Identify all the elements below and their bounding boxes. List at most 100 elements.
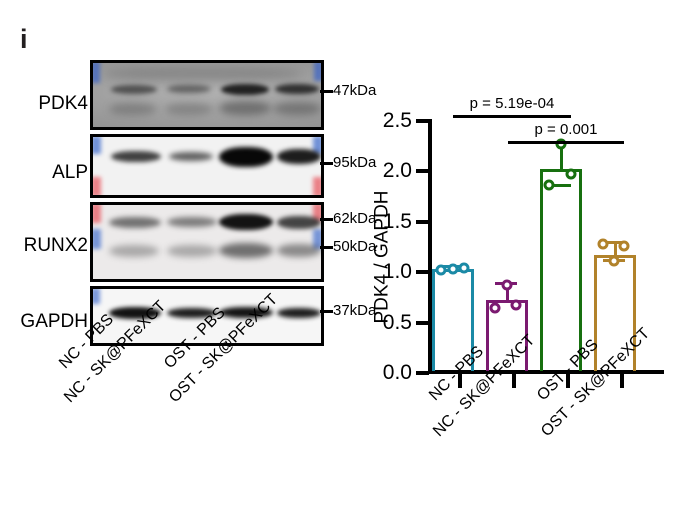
blot-band: [219, 243, 273, 258]
error-bar: [559, 144, 563, 170]
ladder-artifact: [313, 205, 321, 221]
blot-band: [277, 308, 321, 318]
data-point: [597, 238, 609, 250]
data-point: [565, 168, 577, 180]
x-tick: [512, 374, 516, 388]
error-bar: [613, 244, 617, 256]
error-bar-cap: [549, 183, 571, 187]
y-tick: [416, 119, 429, 123]
y-tick-label-1-5: 1.5: [382, 209, 412, 233]
blot-band: [111, 151, 161, 162]
significance-line-1: [453, 115, 571, 118]
blot-label-gapdh: GAPDH: [20, 311, 88, 332]
blot-band: [275, 84, 319, 94]
blot-band: [109, 245, 159, 257]
ladder-artifact: [93, 137, 101, 154]
y-tick: [416, 371, 429, 375]
blot-band: [167, 245, 217, 257]
significance-line-2: [508, 141, 624, 144]
bar-nc-sk-pfexct[interactable]: [486, 300, 528, 371]
blot-band: [277, 244, 321, 257]
mw-label-50kda: 50kDa: [333, 238, 377, 255]
blot-film: [93, 137, 321, 195]
blot-panel-runx2: [90, 202, 324, 282]
blot-band: [109, 307, 161, 319]
bar-ost-pbs[interactable]: [540, 169, 582, 371]
blot-band: [169, 152, 213, 161]
mw-tick: [320, 218, 333, 221]
y-tick-label-0-5: 0.5: [382, 310, 412, 334]
blot-band: [109, 103, 157, 115]
blot-lane-labels: NC - PBS NC - SK@PFeXCT OST - PBS OST - …: [0, 291, 370, 502]
y-tick: [416, 270, 429, 275]
error-bar-cap: [603, 241, 625, 245]
ladder-artifact: [314, 63, 321, 81]
blot-band: [111, 85, 157, 94]
blot-label-pdk4: PDK4: [38, 93, 88, 114]
p-value-label-1: p = 5.19e-04: [469, 95, 555, 112]
blot-label-runx2: RUNX2: [23, 235, 88, 256]
data-point: [489, 302, 501, 313]
data-point: [447, 263, 458, 275]
data-point: [510, 299, 522, 310]
blot-label-alp: ALP: [52, 162, 88, 183]
ladder-artifact: [313, 177, 321, 195]
blot-band: [277, 149, 321, 164]
blot-film: [93, 63, 321, 127]
ladder-artifact: [93, 177, 101, 195]
y-tick: [416, 219, 429, 224]
x-tick: [620, 374, 624, 388]
blot-band: [219, 101, 271, 115]
mw-label-37kda: 37kDa: [333, 302, 377, 319]
error-bar: [505, 285, 509, 301]
mw-label-47kda: 47kDa: [333, 82, 377, 99]
ladder-artifact: [93, 289, 100, 304]
blot-panel-alp: [90, 134, 324, 198]
p-value-label-2: p = 0.001: [534, 121, 598, 138]
blot-band: [273, 102, 321, 115]
mw-tick: [320, 90, 333, 93]
mw-label-95kda: 95kDa: [333, 154, 377, 171]
y-tick-label-0-0: 0.0: [382, 361, 412, 384]
mw-tick: [320, 162, 333, 165]
data-point: [458, 262, 470, 274]
plot-area: [430, 119, 662, 371]
ladder-artifact: [93, 229, 101, 249]
blot-band: [167, 217, 217, 227]
data-point: [435, 264, 447, 276]
data-point: [618, 240, 630, 252]
x-tick: [566, 374, 570, 388]
mw-tick: [320, 310, 333, 313]
x-axis-line: [428, 370, 664, 374]
y-tick-label-2-0: 2.0: [382, 159, 412, 183]
mw-label-62kda: 62kDa: [333, 210, 377, 227]
x-tick: [458, 374, 462, 388]
y-tick-label-2-5: 2.5: [382, 109, 412, 132]
blot-band: [219, 214, 273, 230]
y-axis-line: [428, 119, 432, 372]
y-tick: [416, 320, 429, 325]
blot-film-shading: [93, 63, 321, 127]
ladder-artifact: [313, 137, 321, 154]
blot-band: [109, 217, 161, 228]
ladder-artifact: [313, 229, 321, 249]
blot-band: [219, 307, 273, 318]
chart-category-labels: NC - PBS NC - SK@PFeXCT OST - PBS OST - …: [368, 325, 684, 511]
blot-band: [277, 216, 321, 229]
blot-band: [219, 147, 273, 167]
blot-band: [165, 103, 213, 115]
blot-panel-pdk4: [90, 60, 324, 130]
data-point: [555, 138, 566, 150]
mw-tick: [320, 246, 333, 249]
y-tick-label-1-0: 1.0: [382, 260, 412, 284]
blot-panel-gapdh: [90, 286, 324, 346]
ladder-artifact: [93, 205, 101, 223]
panel-letter: i: [20, 24, 28, 54]
blot-band: [167, 85, 211, 93]
ladder-artifact: [93, 63, 100, 83]
y-tick: [416, 169, 429, 174]
data-point: [608, 255, 620, 267]
blot-band: [103, 67, 303, 81]
bar-chart: PDK4 / GAPDH 2.5 2.0 1.5 1.0 0.5 0.0: [368, 86, 684, 509]
western-blot-group: PDK4 47kDa ALP: [0, 60, 376, 350]
